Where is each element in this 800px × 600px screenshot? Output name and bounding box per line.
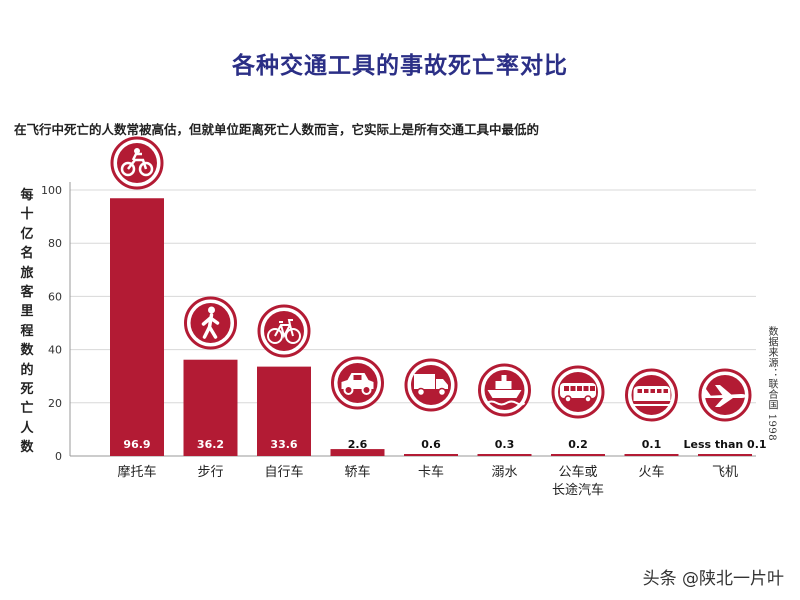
bar — [551, 454, 605, 456]
bus-icon — [551, 365, 605, 419]
bar-value-label: 0.6 — [421, 438, 441, 451]
bar — [404, 454, 458, 456]
x-tick-label: 飞机 — [712, 465, 738, 480]
bar-value-label: 2.6 — [348, 438, 368, 451]
bar — [110, 198, 164, 456]
bar — [257, 366, 311, 456]
bar-value-label: 36.2 — [197, 438, 224, 451]
bar-value-label: 33.6 — [270, 438, 297, 451]
bar — [330, 449, 385, 456]
x-tick-label: 公车或长途汽车 — [552, 464, 604, 498]
x-tick-label: 火车 — [638, 464, 664, 480]
motorcycle-icon — [110, 136, 164, 190]
bar-value-label: 96.9 — [123, 438, 150, 451]
chart-title: 各种交通工具的事故死亡率对比 — [232, 53, 568, 79]
x-tick-label: 步行 — [197, 465, 223, 480]
truck-icon — [404, 358, 458, 412]
y-tick-label: 40 — [48, 344, 62, 357]
bar-value-label: 0.2 — [568, 438, 588, 451]
x-tick-label: 卡车 — [418, 464, 444, 480]
data-source-note: 数据来源：联合国 1998 — [766, 326, 777, 442]
ship-icon — [478, 363, 531, 417]
watermark: 头条 @陕北一片叶 — [642, 569, 784, 589]
y-tick-label: 80 — [48, 237, 62, 250]
y-tick-label: 60 — [48, 290, 62, 303]
bicycle-icon — [257, 304, 311, 358]
y-tick-label: 0 — [55, 450, 62, 463]
pedestrian-icon — [184, 296, 237, 350]
car-icon — [331, 356, 384, 410]
bar — [183, 359, 238, 456]
bar-value-label: 0.3 — [495, 438, 515, 451]
y-tick-label: 20 — [48, 397, 62, 410]
train-icon — [625, 368, 678, 422]
bar — [477, 454, 532, 456]
x-tick-label: 溺水 — [491, 465, 517, 480]
y-tick-label: 100 — [41, 184, 62, 197]
bar-value-label: 0.1 — [642, 438, 662, 451]
bar — [624, 454, 679, 456]
x-tick-label: 自行车 — [264, 464, 303, 480]
airplane-icon — [698, 368, 752, 422]
y-axis-label: 每十亿名旅客里程数的死亡人数 — [20, 188, 34, 456]
bar-value-label: Less than 0.1 — [683, 438, 766, 451]
chart-subtitle: 在飞行中死亡的人数常被高估，但就单位距离死亡人数而言，它实际上是所有交通工具中最… — [14, 122, 540, 137]
x-tick-label: 摩托车 — [117, 464, 156, 480]
bar — [698, 454, 752, 456]
x-tick-label: 轿车 — [344, 464, 370, 480]
